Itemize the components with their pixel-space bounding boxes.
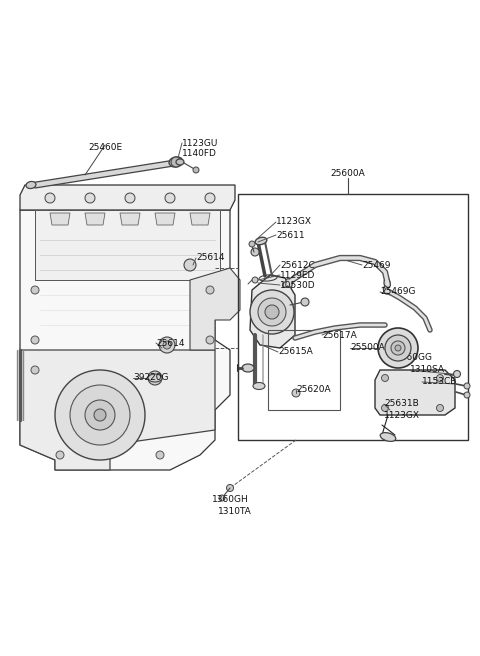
Circle shape (251, 248, 259, 256)
Circle shape (31, 336, 39, 344)
Circle shape (148, 371, 162, 385)
Text: 25469: 25469 (362, 260, 391, 270)
Text: 25631B: 25631B (384, 400, 419, 409)
Polygon shape (85, 213, 105, 225)
Ellipse shape (253, 382, 265, 390)
Circle shape (70, 385, 130, 445)
Text: 25617A: 25617A (322, 331, 357, 340)
Text: 1153CB: 1153CB (422, 377, 457, 386)
Circle shape (265, 305, 279, 319)
Circle shape (163, 341, 171, 349)
Ellipse shape (148, 374, 162, 382)
Text: 1123GX: 1123GX (276, 218, 312, 226)
Text: 1310SA: 1310SA (410, 365, 445, 375)
Circle shape (206, 336, 214, 344)
Text: 1310TA: 1310TA (218, 508, 252, 516)
Ellipse shape (384, 286, 389, 294)
Circle shape (56, 451, 64, 459)
Polygon shape (20, 350, 215, 470)
Circle shape (385, 335, 411, 361)
Circle shape (206, 286, 214, 294)
Circle shape (464, 392, 470, 398)
Circle shape (205, 193, 215, 203)
Polygon shape (190, 268, 240, 350)
Text: 25614: 25614 (156, 338, 184, 348)
Text: 25500A: 25500A (350, 344, 385, 352)
Circle shape (31, 286, 39, 294)
Text: 25620A: 25620A (296, 386, 331, 394)
Circle shape (219, 495, 225, 501)
Bar (268, 330, 340, 410)
Circle shape (85, 400, 115, 430)
Polygon shape (120, 213, 140, 225)
Text: 25615A: 25615A (278, 348, 313, 356)
Text: 1140FD: 1140FD (182, 148, 217, 157)
Polygon shape (250, 275, 295, 348)
Circle shape (85, 193, 95, 203)
Circle shape (125, 193, 135, 203)
Text: 25469G: 25469G (380, 287, 416, 297)
Circle shape (436, 405, 444, 411)
Circle shape (250, 290, 294, 334)
Circle shape (184, 259, 196, 271)
Text: 1360GH: 1360GH (212, 495, 249, 504)
Text: 25600A: 25600A (331, 169, 365, 178)
Text: 39220G: 39220G (133, 373, 168, 382)
Circle shape (171, 157, 181, 167)
Text: 25614: 25614 (196, 253, 225, 262)
Circle shape (159, 337, 175, 353)
Polygon shape (20, 210, 230, 470)
Circle shape (395, 345, 401, 351)
Ellipse shape (176, 159, 184, 165)
Circle shape (227, 485, 233, 491)
Polygon shape (375, 370, 455, 415)
Ellipse shape (286, 279, 292, 287)
Text: 25612C: 25612C (280, 260, 315, 270)
Polygon shape (20, 185, 235, 210)
Bar (35, 210, 220, 280)
Polygon shape (155, 213, 175, 225)
Circle shape (382, 375, 388, 382)
Circle shape (55, 370, 145, 460)
Circle shape (301, 298, 309, 306)
Circle shape (436, 375, 444, 382)
Bar (238, 194, 468, 440)
Circle shape (454, 371, 460, 377)
Circle shape (252, 277, 258, 283)
Circle shape (292, 389, 300, 397)
Circle shape (94, 409, 106, 421)
Circle shape (193, 167, 199, 173)
Text: 1123GX: 1123GX (384, 411, 420, 420)
Circle shape (156, 451, 164, 459)
Ellipse shape (384, 279, 390, 287)
Text: 10530D: 10530D (280, 281, 316, 289)
Text: 1360GG: 1360GG (396, 354, 433, 363)
Circle shape (258, 298, 286, 326)
Ellipse shape (26, 182, 36, 188)
Circle shape (391, 341, 405, 355)
Ellipse shape (255, 237, 267, 245)
Circle shape (31, 366, 39, 374)
Polygon shape (190, 213, 210, 225)
Circle shape (464, 383, 470, 389)
Polygon shape (30, 160, 180, 188)
Circle shape (45, 193, 55, 203)
Polygon shape (50, 213, 70, 225)
Ellipse shape (380, 432, 396, 441)
Ellipse shape (242, 364, 254, 372)
Circle shape (382, 405, 388, 411)
Ellipse shape (169, 157, 183, 167)
Text: 25460E: 25460E (88, 144, 122, 152)
Circle shape (378, 328, 418, 368)
Circle shape (165, 193, 175, 203)
Text: 1129ED: 1129ED (280, 270, 315, 279)
Text: 1123GU: 1123GU (182, 138, 218, 148)
Circle shape (249, 241, 255, 247)
Text: 25611: 25611 (276, 230, 305, 239)
